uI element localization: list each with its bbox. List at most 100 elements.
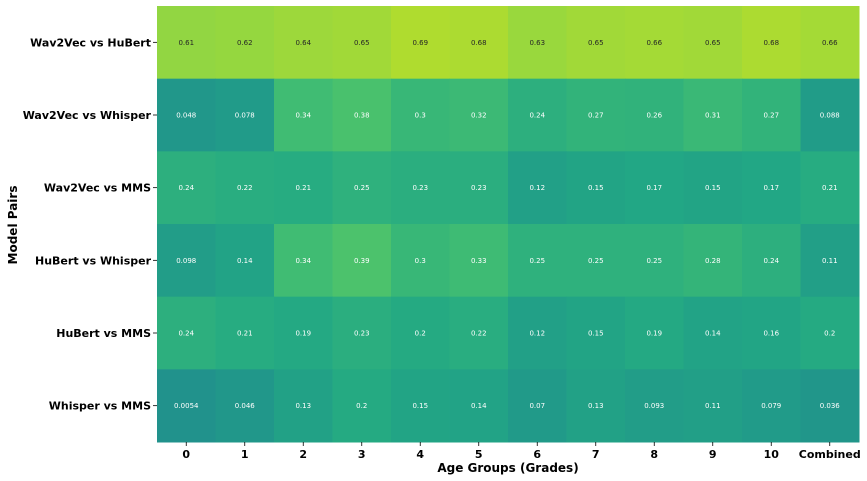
heatmap-cell (391, 78, 450, 152)
cell-value-label: 0.048 (176, 112, 196, 120)
heatmap-cell (274, 151, 333, 225)
heatmap-cell (566, 151, 626, 225)
heatmap-cell (508, 369, 567, 443)
heatmap-cell (800, 151, 860, 225)
heatmap-cell (449, 151, 509, 225)
heatmap-cell (742, 296, 801, 370)
cell-value-label: 0.11 (822, 257, 838, 265)
cell-value-label: 0.22 (471, 330, 487, 338)
heatmap-cell (332, 224, 392, 298)
cell-value-label: 0.13 (295, 402, 311, 410)
cell-value-label: 0.25 (529, 257, 545, 265)
heatmap-cell (625, 296, 684, 370)
heatmap-cell (742, 6, 801, 80)
cell-value-label: 0.15 (705, 184, 721, 192)
heatmap-cell (508, 78, 567, 152)
cell-value-label: 0.2 (356, 402, 367, 410)
cell-value-label: 0.66 (646, 39, 662, 47)
cell-value-label: 0.16 (763, 330, 779, 338)
cell-value-label: 0.2 (824, 330, 835, 338)
cell-value-label: 0.19 (646, 330, 662, 338)
cell-value-label: 0.62 (237, 39, 253, 47)
heatmap-cell (332, 369, 392, 443)
cell-value-label: 0.2 (415, 330, 426, 338)
heatmap-cell (215, 296, 275, 370)
x-axis-label: Age Groups (Grades) (437, 461, 578, 475)
heatmap-cell (625, 6, 684, 80)
heatmap-cell (449, 6, 509, 80)
heatmap-cell (274, 224, 333, 298)
heatmap-cell (157, 224, 216, 298)
heatmap-cell (332, 78, 392, 152)
heatmap-cell (391, 369, 450, 443)
heatmap-cell (683, 224, 743, 298)
cell-value-label: 0.3 (415, 112, 426, 120)
cell-value-label: 0.65 (588, 39, 604, 47)
cell-value-label: 0.39 (354, 257, 370, 265)
heatmap-cell (274, 78, 333, 152)
cell-value-label: 0.31 (705, 112, 721, 120)
cell-value-label: 0.34 (295, 112, 311, 120)
cell-value-label: 0.24 (178, 184, 194, 192)
cell-value-label: 0.23 (471, 184, 487, 192)
x-tick-label: Combined (799, 448, 861, 461)
cell-value-label: 0.046 (235, 402, 256, 410)
cell-value-label: 0.14 (237, 257, 253, 265)
x-tick-label: 3 (358, 448, 366, 461)
x-tick-label: 4 (416, 448, 424, 461)
heatmap-cell (508, 224, 567, 298)
cell-value-label: 0.25 (588, 257, 604, 265)
cell-value-label: 0.68 (763, 39, 779, 47)
cell-value-label: 0.12 (529, 330, 545, 338)
cell-value-label: 0.0054 (174, 402, 199, 410)
cell-value-label: 0.079 (761, 402, 781, 410)
heatmap-cell (391, 224, 450, 298)
heatmap-cell (800, 224, 860, 298)
heatmap-cell (566, 78, 626, 152)
x-tick-label: 8 (650, 448, 658, 461)
cell-value-label: 0.24 (178, 330, 194, 338)
cell-value-label: 0.23 (354, 330, 370, 338)
axis-ticks: Wav2Vec vs HuBert Wav2Vec vs Whisper Wav2V… (23, 36, 861, 461)
heatmap-cell (683, 78, 743, 152)
cell-value-label: 0.098 (176, 257, 196, 265)
heatmap-cell (157, 296, 216, 370)
heatmap-cell (274, 6, 333, 80)
cell-value-label: 0.07 (529, 402, 545, 410)
heatmap-cell (449, 224, 509, 298)
cell-value-label: 0.15 (588, 330, 604, 338)
cell-value-label: 0.27 (588, 112, 604, 120)
cell-value-label: 0.15 (412, 402, 428, 410)
heatmap-cell (449, 78, 509, 152)
heatmap-cell (566, 369, 626, 443)
heatmap-cell (566, 296, 626, 370)
heatmap-cell (625, 78, 684, 152)
heatmap-cell (742, 78, 801, 152)
cell-value-label: 0.15 (588, 184, 604, 192)
heatmap-cell (508, 6, 567, 80)
heatmap-cell (215, 369, 275, 443)
cell-value-label: 0.27 (763, 112, 779, 120)
cell-value-label: 0.68 (471, 39, 487, 47)
heatmap-cell (449, 296, 509, 370)
heatmap-cell (683, 6, 743, 80)
cell-value-label: 0.65 (354, 39, 370, 47)
heatmap-cell (683, 369, 743, 443)
cell-value-label: 0.34 (295, 257, 311, 265)
cell-value-label: 0.21 (295, 184, 311, 192)
heatmap-cell (508, 296, 567, 370)
heatmap-cell (683, 296, 743, 370)
cell-value-label: 0.23 (412, 184, 428, 192)
x-tick-label: 6 (533, 448, 541, 461)
x-tick-label: 1 (241, 448, 249, 461)
heatmap-cell (157, 78, 216, 152)
cell-value-label: 0.26 (646, 112, 662, 120)
heatmap-cell (332, 151, 392, 225)
heatmap-cell (800, 369, 860, 443)
heatmap-cell (683, 151, 743, 225)
heatmap-cell (449, 369, 509, 443)
cell-value-label: 0.11 (705, 402, 721, 410)
cell-value-label: 0.093 (644, 402, 664, 410)
cell-value-label: 0.24 (529, 112, 545, 120)
